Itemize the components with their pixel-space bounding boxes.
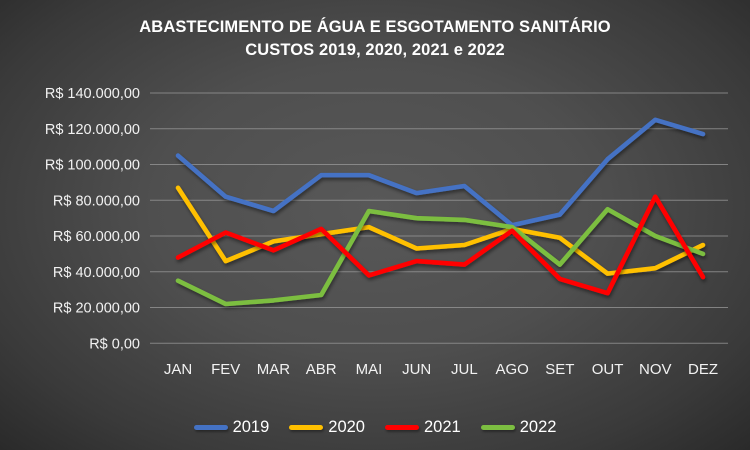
legend-swatch-2022 [480, 425, 515, 430]
x-axis-tick-label: DEZ [688, 361, 718, 378]
chart-title-line2: CUSTOS 2019, 2020, 2021 e 2022 [245, 41, 505, 59]
legend-item-2020: 2020 [289, 418, 365, 437]
y-axis-tick-label: R$ 60.000,00 [53, 229, 140, 245]
y-axis-tick-label: R$ 0,00 [89, 336, 140, 352]
legend-swatch-2020 [289, 425, 324, 430]
legend-label-2020: 2020 [328, 418, 365, 436]
x-axis-tick-label: FEV [211, 361, 240, 378]
y-axis-tick-label: R$ 20.000,00 [53, 301, 140, 317]
x-axis-tick-label: JUN [402, 361, 431, 378]
x-axis-tick-label: AGO [495, 361, 528, 378]
legend-label-2019: 2019 [232, 418, 270, 436]
legend-swatch-2021 [385, 425, 419, 430]
x-axis-tick-label: OUT [592, 361, 624, 378]
x-axis-tick-label: MAI [356, 361, 383, 378]
y-axis-tick-label: R$ 120.000,00 [45, 122, 140, 138]
x-axis-tick-label: SET [545, 361, 574, 378]
y-axis-tick-label: R$ 140.000,00 [45, 86, 140, 102]
legend-label-2021: 2021 [424, 418, 461, 436]
legend-item-2022: 2022 [480, 418, 557, 437]
legend-label-2022: 2022 [519, 418, 557, 436]
x-axis-tick-label: JUL [451, 361, 478, 378]
y-axis-tick-label: R$ 80.000,00 [53, 193, 140, 209]
y-axis-tick-label: R$ 100.000,00 [45, 158, 140, 174]
legend-item-2021: 2021 [385, 418, 461, 437]
y-axis-tick-label: R$ 40.000,00 [53, 265, 140, 281]
series-line-2021 [175, 194, 706, 296]
series-line-2022 [175, 206, 706, 307]
x-axis-tick-label: NOV [639, 361, 672, 378]
legend-item-2019: 2019 [193, 418, 270, 437]
series-line-2019 [175, 117, 706, 228]
x-axis-tick-label: MAR [257, 361, 291, 378]
legend-swatch-2019 [193, 425, 228, 430]
chart-title-line1: ABASTECIMENTO DE ÁGUA E ESGOTAMENTO SANI… [139, 18, 611, 36]
chart-title: ABASTECIMENTO DE ÁGUA E ESGOTAMENTO SANI… [0, 16, 750, 62]
chart-legend: 2019 2020 2021 2022 [0, 418, 750, 437]
x-axis-tick-label: JAN [164, 361, 192, 378]
x-axis-tick-label: ABR [306, 361, 337, 378]
